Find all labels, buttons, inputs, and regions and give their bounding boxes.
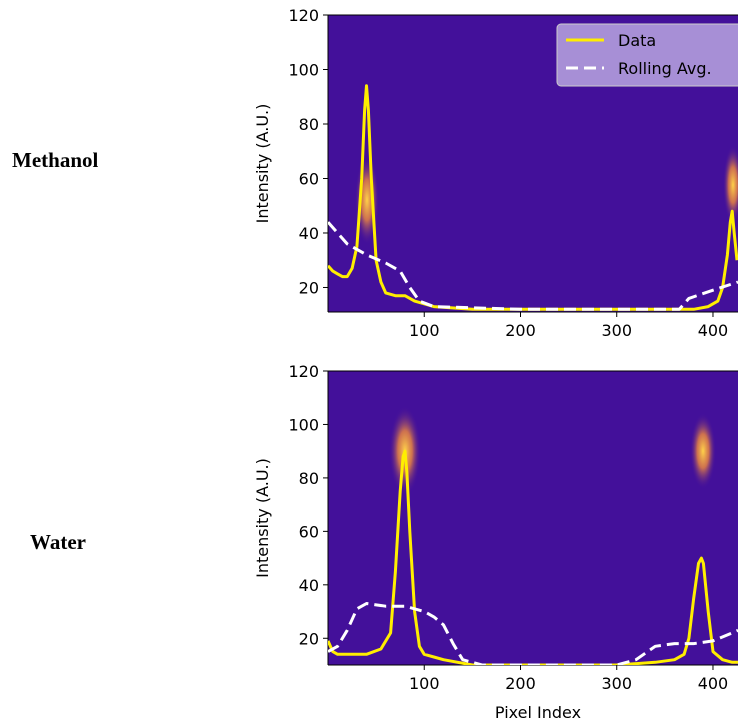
y-axis-label: Intensity (A.U.) — [253, 458, 272, 578]
line-series — [328, 221, 738, 311]
y-tick-label: 60 — [299, 169, 319, 188]
y-tick-label: 40 — [299, 224, 319, 243]
x-axis-label: Pixel Index — [495, 703, 581, 722]
legend-label: Data — [618, 31, 656, 50]
y-axis-label: Intensity (A.U.) — [253, 104, 272, 224]
y-tick-label: 100 — [288, 415, 319, 434]
plot — [328, 449, 738, 665]
y-tick-label: 60 — [299, 522, 319, 541]
row-label: Methanol — [12, 148, 98, 172]
y-tick-label: 20 — [299, 278, 319, 297]
row-label: Water — [30, 530, 86, 554]
legend-label: Rolling Avg. — [618, 59, 712, 78]
line-series — [328, 84, 738, 311]
y-tick-label: 100 — [288, 60, 319, 79]
x-tick-label: 200 — [505, 674, 536, 693]
y-tick-label: 120 — [288, 362, 319, 381]
x-tick-label: 400 — [698, 674, 729, 693]
line-series — [328, 602, 738, 665]
y-tick-label: 20 — [299, 629, 319, 648]
line-series — [328, 449, 738, 665]
y-tick-label: 80 — [299, 469, 319, 488]
y-tick-label: 120 — [288, 6, 319, 25]
x-tick-label: 300 — [601, 321, 632, 340]
y-tick-label: 80 — [299, 115, 319, 134]
legend: Data Rolling Avg. — [556, 23, 738, 87]
heatmap — [328, 15, 738, 665]
y-tick-label: 40 — [299, 576, 319, 595]
x-tick-label: 300 — [601, 674, 632, 693]
x-tick-label: 100 — [409, 321, 440, 340]
x-tick-label: 400 — [698, 321, 729, 340]
x-tick-label: 200 — [505, 321, 536, 340]
x-tick-label: 100 — [409, 674, 440, 693]
plot — [328, 84, 738, 311]
